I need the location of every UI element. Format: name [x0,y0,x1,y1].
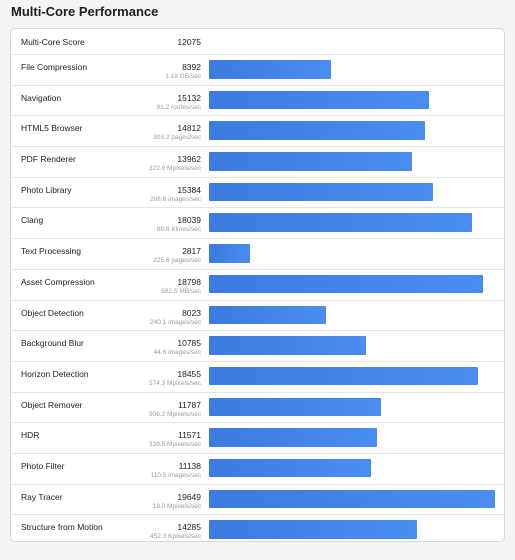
benchmark-row-text-processing: Text Processing 2817 225.6 pages/sec [11,239,504,270]
benchmark-unit: 88.8 Klines/sec [156,226,201,234]
benchmark-score: 13962 [177,154,201,165]
benchmark-score: 18039 [177,215,201,226]
benchmark-score: 15132 [177,92,201,103]
benchmark-label: Photo Filter [21,460,65,471]
score-value: 12075 [177,37,201,47]
benchmark-unit: 1.18 GB/sec [165,73,201,80]
benchmark-row-clang: Clang 18039 88.8 Klines/sec [11,208,504,240]
page-title: Multi-Core Performance [11,4,159,19]
benchmark-row-background-blur: Background Blur 10785 44.6 images/sec [11,331,504,362]
benchmark-row-file-compression: File Compression 8392 1.18 GB/sec [11,55,504,86]
benchmark-bar [209,305,326,324]
benchmark-unit: 19.0 Mpixels/sec [152,502,201,510]
benchmark-unit: 208.8 images/sec [150,195,201,203]
benchmark-table: Multi-Core Score 12075 File Compression 8… [10,28,505,542]
benchmark-label: Text Processing [21,246,81,257]
benchmark-row-photo-library: Photo Library 15384 208.8 images/sec [11,178,504,209]
benchmark-label: Clang [21,215,44,226]
benchmark-unit: 452.3 Kpixels/sec [150,533,201,541]
benchmark-unit: 574.3 Mpixels/sec [148,379,201,387]
benchmark-bar [209,182,433,202]
benchmark-score: 11787 [177,399,201,410]
benchmark-unit: 44.6 images/sec [153,349,201,357]
benchmark-bar [209,60,332,79]
benchmark-score: 11138 [178,460,201,471]
benchmark-score: 19649 [177,491,201,502]
benchmark-unit: 582.5 MB/sec [161,287,201,295]
benchmark-score: 14812 [177,123,201,134]
benchmark-unit: 322.0 Mpixels/sec [148,165,201,173]
benchmark-unit: 225.6 pages/sec [153,257,201,265]
benchmark-score: 8023 [182,307,201,318]
benchmark-label: Asset Compression [21,276,95,287]
benchmark-label: File Compression [21,62,88,72]
benchmark-label: HTML5 Browser [21,123,83,134]
benchmark-row-object-remover: Object Remover 11787 906.2 Mpixels/sec [11,393,504,424]
benchmark-unit: 91.2 routes/sec [156,103,201,111]
benchmark-bar [209,489,495,509]
benchmark-row-asset-compression: Asset Compression 18798 582.5 MB/sec [11,270,504,301]
benchmark-bar [209,458,372,478]
benchmark-unit: 906.2 Mpixels/sec [148,410,201,418]
benchmark-row-html5-browser: HTML5 Browser 14812 303.2 pages/sec [11,116,504,148]
benchmark-label: HDR [21,430,40,441]
benchmark-bar [209,152,413,171]
benchmark-row-object-detection: Object Detection 8023 240.1 images/sec [11,301,504,332]
benchmark-row-ray-tracer: Ray Tracer 19649 19.0 Mpixels/sec [11,485,504,516]
benchmark-row-photo-filter: Photo Filter 11138 110.5 images/sec [11,454,504,485]
benchmark-bar [209,121,425,140]
benchmark-bar [209,520,417,539]
benchmark-label: Ray Tracer [21,491,63,502]
benchmark-label: PDF Renderer [21,154,76,165]
benchmark-score: 10785 [177,338,201,349]
benchmark-unit: 303.2 pages/sec [153,134,201,142]
benchmark-bar [209,244,250,263]
benchmark-row-structure-from-motion: Structure from Motion 14285 452.3 Kpixels/… [11,515,504,541]
benchmark-label: Navigation [21,92,62,103]
benchmark-label: Horizon Detection [21,368,89,379]
benchmark-row-hdr: HDR 11571 339.5 Mpixels/sec [11,423,504,454]
benchmark-label: Background Blur [21,338,84,349]
benchmark-label: Object Detection [21,307,84,318]
benchmark-bar [209,90,430,110]
benchmark-unit: 110.5 images/sec [150,471,201,479]
benchmark-label: Structure from Motion [21,522,103,533]
benchmark-row-horizon-detection: Horizon Detection 18455 574.3 Mpixels/sec [11,362,504,393]
benchmark-score: 11571 [177,430,201,441]
benchmark-unit: 240.1 images/sec [150,318,201,326]
score-label: Multi-Core Score [21,37,85,47]
benchmark-bar [209,274,483,294]
benchmark-bar [209,397,381,417]
benchmark-score: 8392 [182,62,201,72]
benchmark-bar [209,336,366,355]
benchmark-score: 14285 [177,522,201,533]
benchmark-score: 18455 [177,368,201,379]
benchmark-score: 15384 [177,184,201,195]
benchmark-row-navigation: Navigation 15132 91.2 routes/sec [11,86,504,117]
benchmark-label: Photo Library [21,184,72,195]
benchmark-score: 2817 [182,246,201,257]
benchmark-bar [209,213,472,232]
benchmark-bar [209,428,378,447]
benchmark-row-pdf-renderer: PDF Renderer 13962 322.0 Mpixels/sec [11,147,504,178]
multi-core-score-row: Multi-Core Score 12075 [11,29,504,55]
benchmark-bar [209,366,478,386]
benchmark-unit: 339.5 Mpixels/sec [148,441,201,449]
benchmark-score: 18798 [177,276,201,287]
benchmark-label: Object Remover [21,399,83,410]
